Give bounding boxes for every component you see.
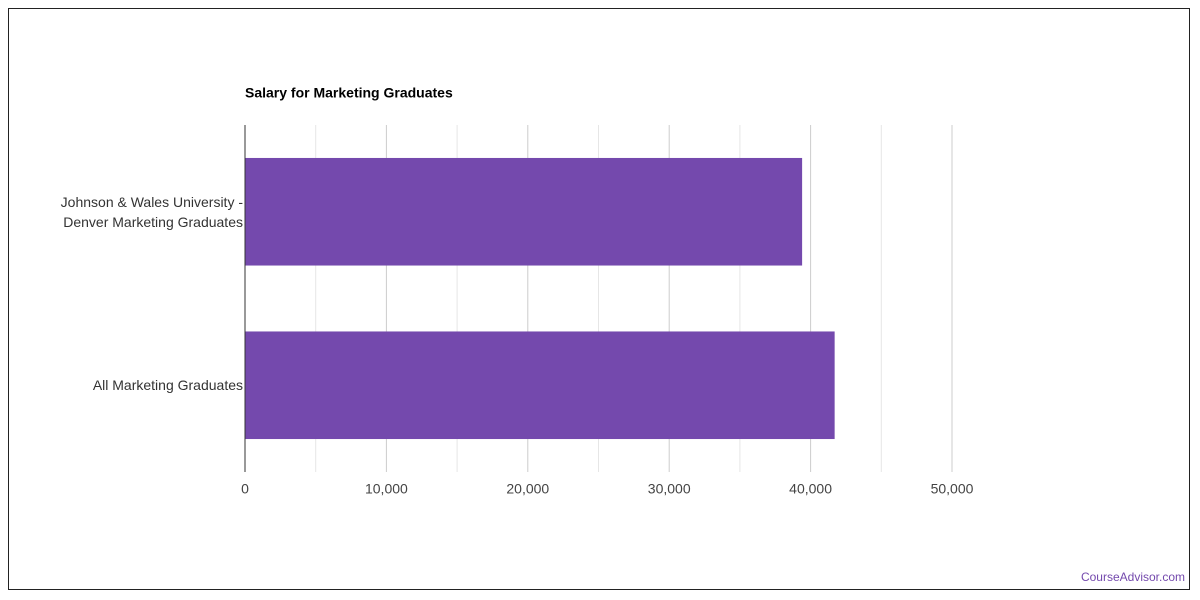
x-tick-label: 0 bbox=[241, 481, 249, 497]
bar bbox=[245, 157, 803, 266]
y-tick-label: Johnson & Wales University - Denver Mark… bbox=[60, 193, 243, 230]
bar bbox=[245, 331, 835, 440]
chart-title: Salary for Marketing Graduates bbox=[245, 85, 453, 101]
x-tick-label: 30,000 bbox=[648, 481, 691, 497]
x-tick-label: 10,000 bbox=[365, 481, 408, 497]
credit[interactable]: CourseAdvisor.com bbox=[1081, 570, 1185, 584]
x-tick-label: 40,000 bbox=[789, 481, 832, 497]
y-tick-label: All Marketing Graduates bbox=[92, 377, 243, 394]
x-tick-label: 20,000 bbox=[506, 481, 549, 497]
x-tick-label: 50,000 bbox=[931, 481, 974, 497]
